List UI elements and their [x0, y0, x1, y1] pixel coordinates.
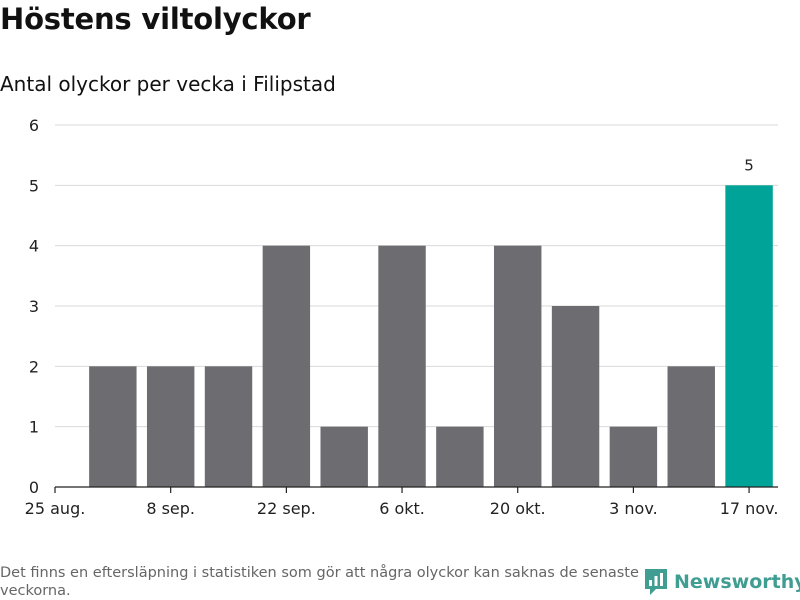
newsworthy-logo[interactable]: Newsworthy [644, 568, 800, 596]
x-tick-label: 6 okt. [379, 499, 425, 518]
x-axis [54, 486, 778, 493]
x-tick-label: 20 okt. [490, 499, 546, 518]
y-tick-label: 5 [29, 176, 39, 195]
y-tick-label: 0 [29, 478, 39, 497]
chart-subtitle: Antal olyckor per vecka i Filipstad [0, 72, 336, 96]
x-tick-label: 3 nov. [609, 499, 658, 518]
y-tick-label: 3 [29, 297, 39, 316]
bar-8-sep[interactable] [146, 366, 195, 487]
bar-13-okt[interactable] [436, 426, 484, 487]
bar-29-sep[interactable] [320, 426, 368, 487]
bar-20-okt[interactable] [494, 245, 542, 487]
bar-3-nov[interactable] [609, 426, 658, 487]
bar-22-sep[interactable] [262, 245, 311, 487]
bar-27-okt[interactable] [551, 306, 600, 487]
bars [89, 185, 773, 488]
x-tick-label: 22 sep. [257, 499, 316, 518]
bar-15-sep[interactable] [204, 366, 253, 487]
y-tick-label: 1 [29, 418, 39, 437]
footnote: Det finns en eftersläpning i statistiken… [0, 565, 639, 599]
y-tick-label: 2 [29, 357, 39, 376]
x-tick-label: 17 nov. [720, 499, 779, 518]
labels: 0 1 2 3 4 5 6 25 aug. 8 sep. 22 sep. 6 okt. 20 okt.… [25, 116, 779, 518]
newsworthy-logo-icon [645, 569, 667, 595]
y-tick-label: 6 [29, 116, 39, 135]
bar-17-nov[interactable] [725, 185, 773, 488]
newsworthy-logo-text: Newsworthy [674, 571, 800, 593]
bar-chart: 0 1 2 3 4 5 6 25 aug. 8 sep. 22 sep. 6 okt. 20 okt.… [25, 116, 779, 518]
x-tick-label: 8 sep. [146, 499, 195, 518]
x-tick-label: 25 aug. [25, 499, 86, 518]
bar-value-label: 5 [744, 156, 754, 174]
y-tick-label: 4 [29, 237, 39, 256]
bar-10-nov[interactable] [667, 366, 715, 487]
bar-1-sep[interactable] [89, 366, 137, 487]
chart-title: Höstens viltolyckor [0, 2, 311, 36]
bar-6-okt[interactable] [378, 245, 426, 487]
